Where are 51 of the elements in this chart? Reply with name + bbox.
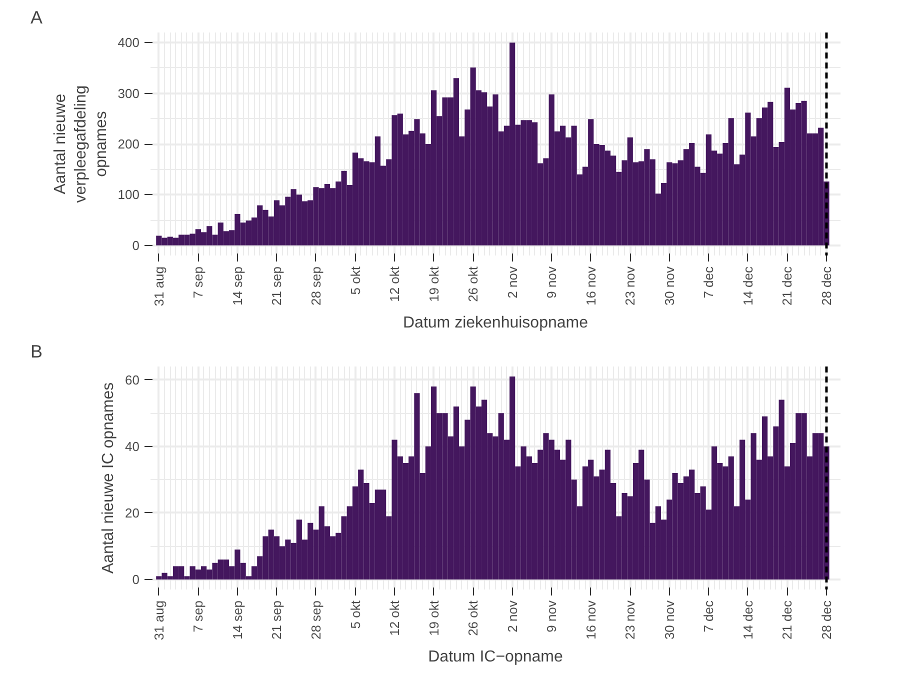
- y-tick-label: 60: [125, 372, 140, 388]
- x-tick-label: 7 sep: [190, 266, 206, 298]
- x-tick-label: 16 nov: [583, 266, 598, 306]
- x-tick-label: 2 nov: [504, 266, 520, 298]
- x-tick-label: 19 okt: [426, 600, 442, 636]
- x-tick-label: 21 dec: [780, 266, 795, 306]
- x-axis-title: Datum ziekenhuisopname: [403, 314, 588, 332]
- y-tick-label: 300: [118, 86, 140, 101]
- x-tick-label: 14 dec: [740, 600, 756, 640]
- x-tick-label: 28 dec: [818, 266, 834, 306]
- x-tick-label: 30 nov: [662, 266, 677, 306]
- x-tick-label: 12 okt: [387, 600, 402, 636]
- x-tick-label: 7 dec: [701, 266, 716, 298]
- x-tick-label: 7 dec: [701, 600, 716, 632]
- x-tick-label: 14 sep: [230, 600, 245, 640]
- x-tick-label: 23 nov: [622, 600, 638, 640]
- y-tick-label: 40: [125, 438, 140, 454]
- x-tick-label: 5 okt: [348, 600, 363, 629]
- x-tick-label: 9 nov: [544, 600, 560, 632]
- x-tick-label: 14 dec: [740, 266, 756, 306]
- y-tick-label: 0: [132, 238, 140, 253]
- x-tick-label: 16 nov: [583, 600, 598, 640]
- y-axis-title: Aantal nieuwe IC opnames: [100, 382, 118, 574]
- chart-title: B: [30, 342, 43, 362]
- x-tick-label: 21 sep: [269, 266, 284, 306]
- x-tick-label: 21 dec: [780, 600, 795, 640]
- x-tick-label: 12 okt: [387, 266, 402, 302]
- y-tick-label: 20: [125, 505, 140, 520]
- chart-title: A: [30, 8, 43, 28]
- y-axis-title: Aantal nieuwe verpleegafdeling opnames: [52, 85, 110, 203]
- x-tick-label: 26 okt: [466, 600, 481, 636]
- x-tick-label: 9 nov: [544, 266, 560, 298]
- x-tick-label: 30 nov: [662, 600, 677, 640]
- x-tick-label: 7 sep: [190, 600, 206, 632]
- x-tick-label: 21 sep: [269, 600, 284, 640]
- x-tick-label: 28 sep: [308, 600, 324, 640]
- x-tick-label: 19 okt: [426, 266, 442, 302]
- y-tick-label: 200: [118, 136, 140, 152]
- y-tick-label: 100: [118, 187, 140, 202]
- x-axis-title: Datum IC−opname: [428, 648, 563, 666]
- y-tick-label: 0: [132, 572, 140, 588]
- x-tick-label: 14 sep: [230, 266, 245, 306]
- x-tick-label: 31 aug: [151, 600, 166, 640]
- x-tick-label: 2 nov: [504, 600, 520, 632]
- y-tick-label: 400: [118, 35, 140, 50]
- x-tick-label: 31 aug: [151, 266, 166, 306]
- x-tick-label: 26 okt: [466, 266, 481, 302]
- x-tick-label: 5 okt: [348, 266, 363, 295]
- x-tick-label: 23 nov: [622, 266, 638, 306]
- x-tick-label: 28 sep: [308, 266, 324, 306]
- x-tick-label: 28 dec: [818, 600, 834, 640]
